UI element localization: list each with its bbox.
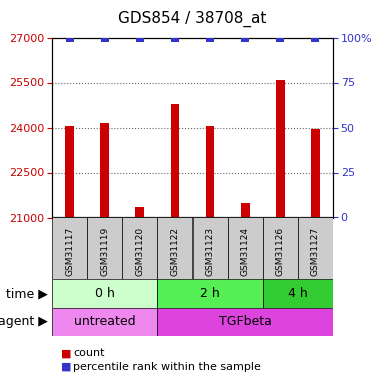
Bar [157, 308, 333, 336]
Text: GDS854 / 38708_at: GDS854 / 38708_at [118, 11, 267, 27]
Bar [192, 217, 228, 279]
Text: untreated: untreated [74, 315, 136, 328]
Point [67, 34, 73, 40]
Bar [122, 217, 157, 279]
Text: GSM31119: GSM31119 [100, 227, 109, 276]
Text: TGFbeta: TGFbeta [219, 315, 272, 328]
Bar [263, 217, 298, 279]
Text: GSM31117: GSM31117 [65, 227, 74, 276]
Text: GSM31124: GSM31124 [241, 227, 250, 276]
Bar [87, 217, 122, 279]
Point [137, 34, 143, 40]
Text: 4 h: 4 h [288, 287, 308, 300]
Text: GSM31127: GSM31127 [311, 227, 320, 276]
Text: time ▶: time ▶ [6, 287, 48, 300]
Text: GSM31122: GSM31122 [171, 227, 179, 276]
Bar [52, 217, 87, 279]
Text: ■: ■ [61, 362, 72, 372]
Bar [311, 129, 320, 218]
Bar [157, 217, 192, 279]
Bar [298, 217, 333, 279]
Point [242, 34, 248, 40]
Text: GSM31120: GSM31120 [135, 227, 144, 276]
Text: GSM31123: GSM31123 [206, 227, 214, 276]
Text: count: count [73, 348, 105, 358]
Bar [65, 126, 74, 218]
Bar [52, 279, 157, 308]
Text: ■: ■ [61, 348, 72, 358]
Text: GSM31126: GSM31126 [276, 227, 285, 276]
Bar [100, 123, 109, 218]
Point [102, 34, 108, 40]
Bar [136, 207, 144, 218]
Text: percentile rank within the sample: percentile rank within the sample [73, 362, 261, 372]
Bar [52, 308, 157, 336]
Point [312, 34, 318, 40]
Text: 0 h: 0 h [95, 287, 115, 300]
Point [172, 34, 178, 40]
Bar [228, 217, 263, 279]
Bar [263, 279, 333, 308]
Point [277, 34, 283, 40]
Bar [206, 126, 214, 218]
Bar [157, 279, 263, 308]
Text: 2 h: 2 h [200, 287, 220, 300]
Bar [241, 202, 249, 217]
Point [207, 34, 213, 40]
Bar [276, 80, 285, 218]
Text: agent ▶: agent ▶ [0, 315, 48, 328]
Bar [171, 104, 179, 218]
